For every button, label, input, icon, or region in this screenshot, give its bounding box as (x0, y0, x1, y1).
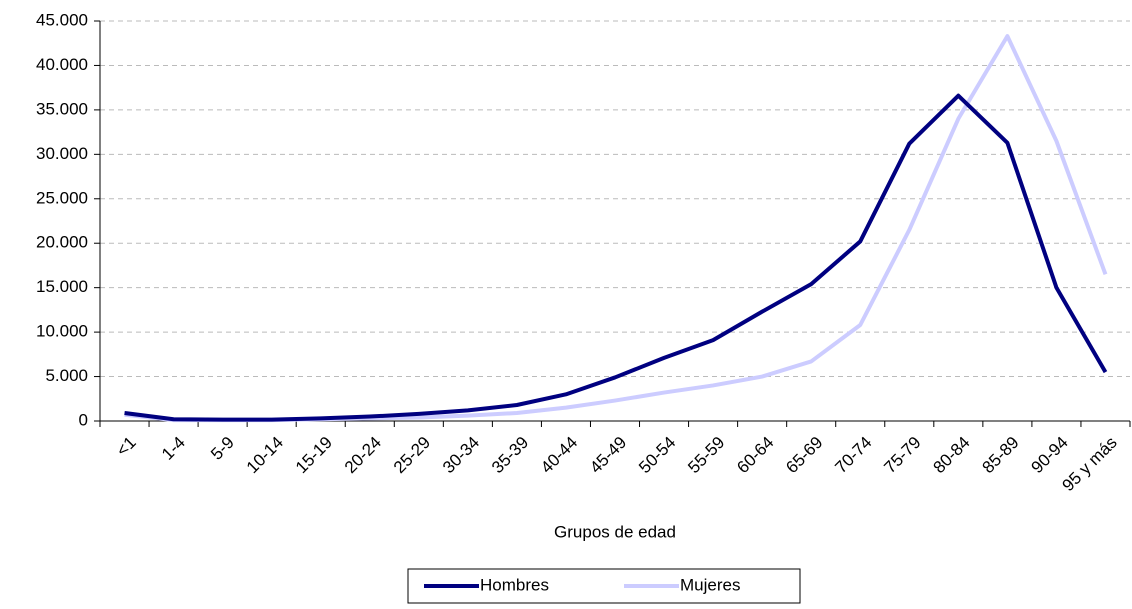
y-tick-label: 45.000 (36, 10, 88, 29)
x-tick-label: 40-44 (537, 433, 581, 477)
y-tick-label: 0 (79, 410, 88, 429)
y-tick-label: 10.000 (36, 322, 88, 341)
x-tick-label: 65-69 (782, 433, 826, 477)
x-tick-label: 35-39 (488, 433, 532, 477)
x-tick-label: 20-24 (341, 433, 385, 477)
y-tick-label: 20.000 (36, 233, 88, 252)
x-tick-label: 70-74 (831, 433, 875, 477)
x-tick-label: 60-64 (733, 433, 777, 477)
x-tick-label: 85-89 (979, 433, 1023, 477)
y-tick-label: 30.000 (36, 144, 88, 163)
x-tick-label: 45-49 (586, 433, 630, 477)
x-tick-label: 80-84 (929, 433, 973, 477)
x-tick-label: 50-54 (635, 433, 679, 477)
x-axis-label: Grupos de edad (554, 522, 676, 541)
x-tick-label: 5-9 (207, 433, 238, 464)
x-tick-label: 75-79 (880, 433, 924, 477)
x-tick-label: 30-34 (439, 433, 483, 477)
x-tick-label: 90-94 (1028, 433, 1072, 477)
x-tick-label: 55-59 (684, 433, 728, 477)
y-tick-label: 15.000 (36, 277, 88, 296)
x-tick-label: 1-4 (158, 433, 189, 464)
x-tick-label: 10-14 (243, 433, 287, 477)
legend-label: Mujeres (680, 575, 740, 594)
x-tick-label: <1 (113, 433, 140, 460)
x-tick-label: 25-29 (390, 433, 434, 477)
y-tick-label: 5.000 (45, 366, 88, 385)
y-tick-label: 35.000 (36, 99, 88, 118)
y-tick-label: 25.000 (36, 188, 88, 207)
x-tick-label: 15-19 (292, 433, 336, 477)
series-line (124, 93, 1108, 422)
y-tick-label: 40.000 (36, 55, 88, 74)
x-tick-label: 95 y más (1059, 433, 1121, 495)
legend-label: Hombres (480, 575, 549, 594)
